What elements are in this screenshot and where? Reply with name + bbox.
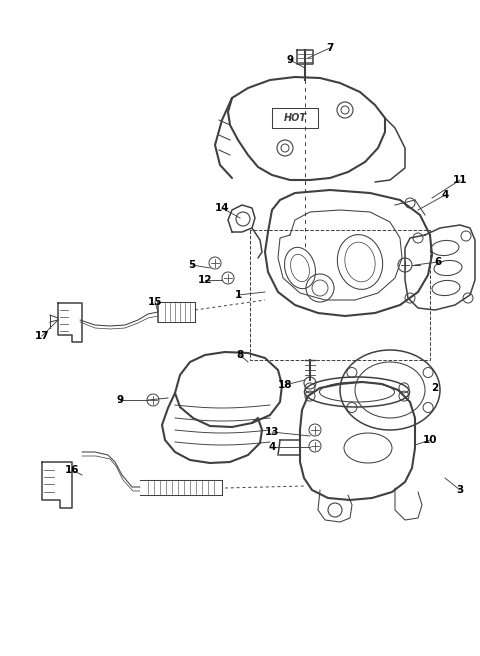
Text: 10: 10 bbox=[423, 435, 437, 445]
Text: 15: 15 bbox=[148, 297, 162, 307]
Text: 14: 14 bbox=[215, 203, 229, 213]
Text: 9: 9 bbox=[117, 395, 123, 405]
Text: 9: 9 bbox=[287, 55, 294, 65]
Text: 7: 7 bbox=[326, 43, 334, 53]
Text: 4: 4 bbox=[268, 442, 276, 452]
Text: 1: 1 bbox=[234, 290, 241, 300]
Text: 11: 11 bbox=[453, 175, 467, 185]
Text: 12: 12 bbox=[198, 275, 212, 285]
Text: 16: 16 bbox=[65, 465, 79, 475]
Text: 13: 13 bbox=[265, 427, 279, 437]
Text: 2: 2 bbox=[432, 383, 439, 393]
Text: 4: 4 bbox=[441, 190, 449, 200]
Text: 18: 18 bbox=[278, 380, 292, 390]
Text: 8: 8 bbox=[236, 350, 244, 360]
Text: 5: 5 bbox=[188, 260, 196, 270]
Text: 3: 3 bbox=[456, 485, 464, 495]
Text: 17: 17 bbox=[35, 331, 49, 341]
Text: HOT: HOT bbox=[284, 113, 307, 123]
Text: 6: 6 bbox=[434, 257, 442, 267]
